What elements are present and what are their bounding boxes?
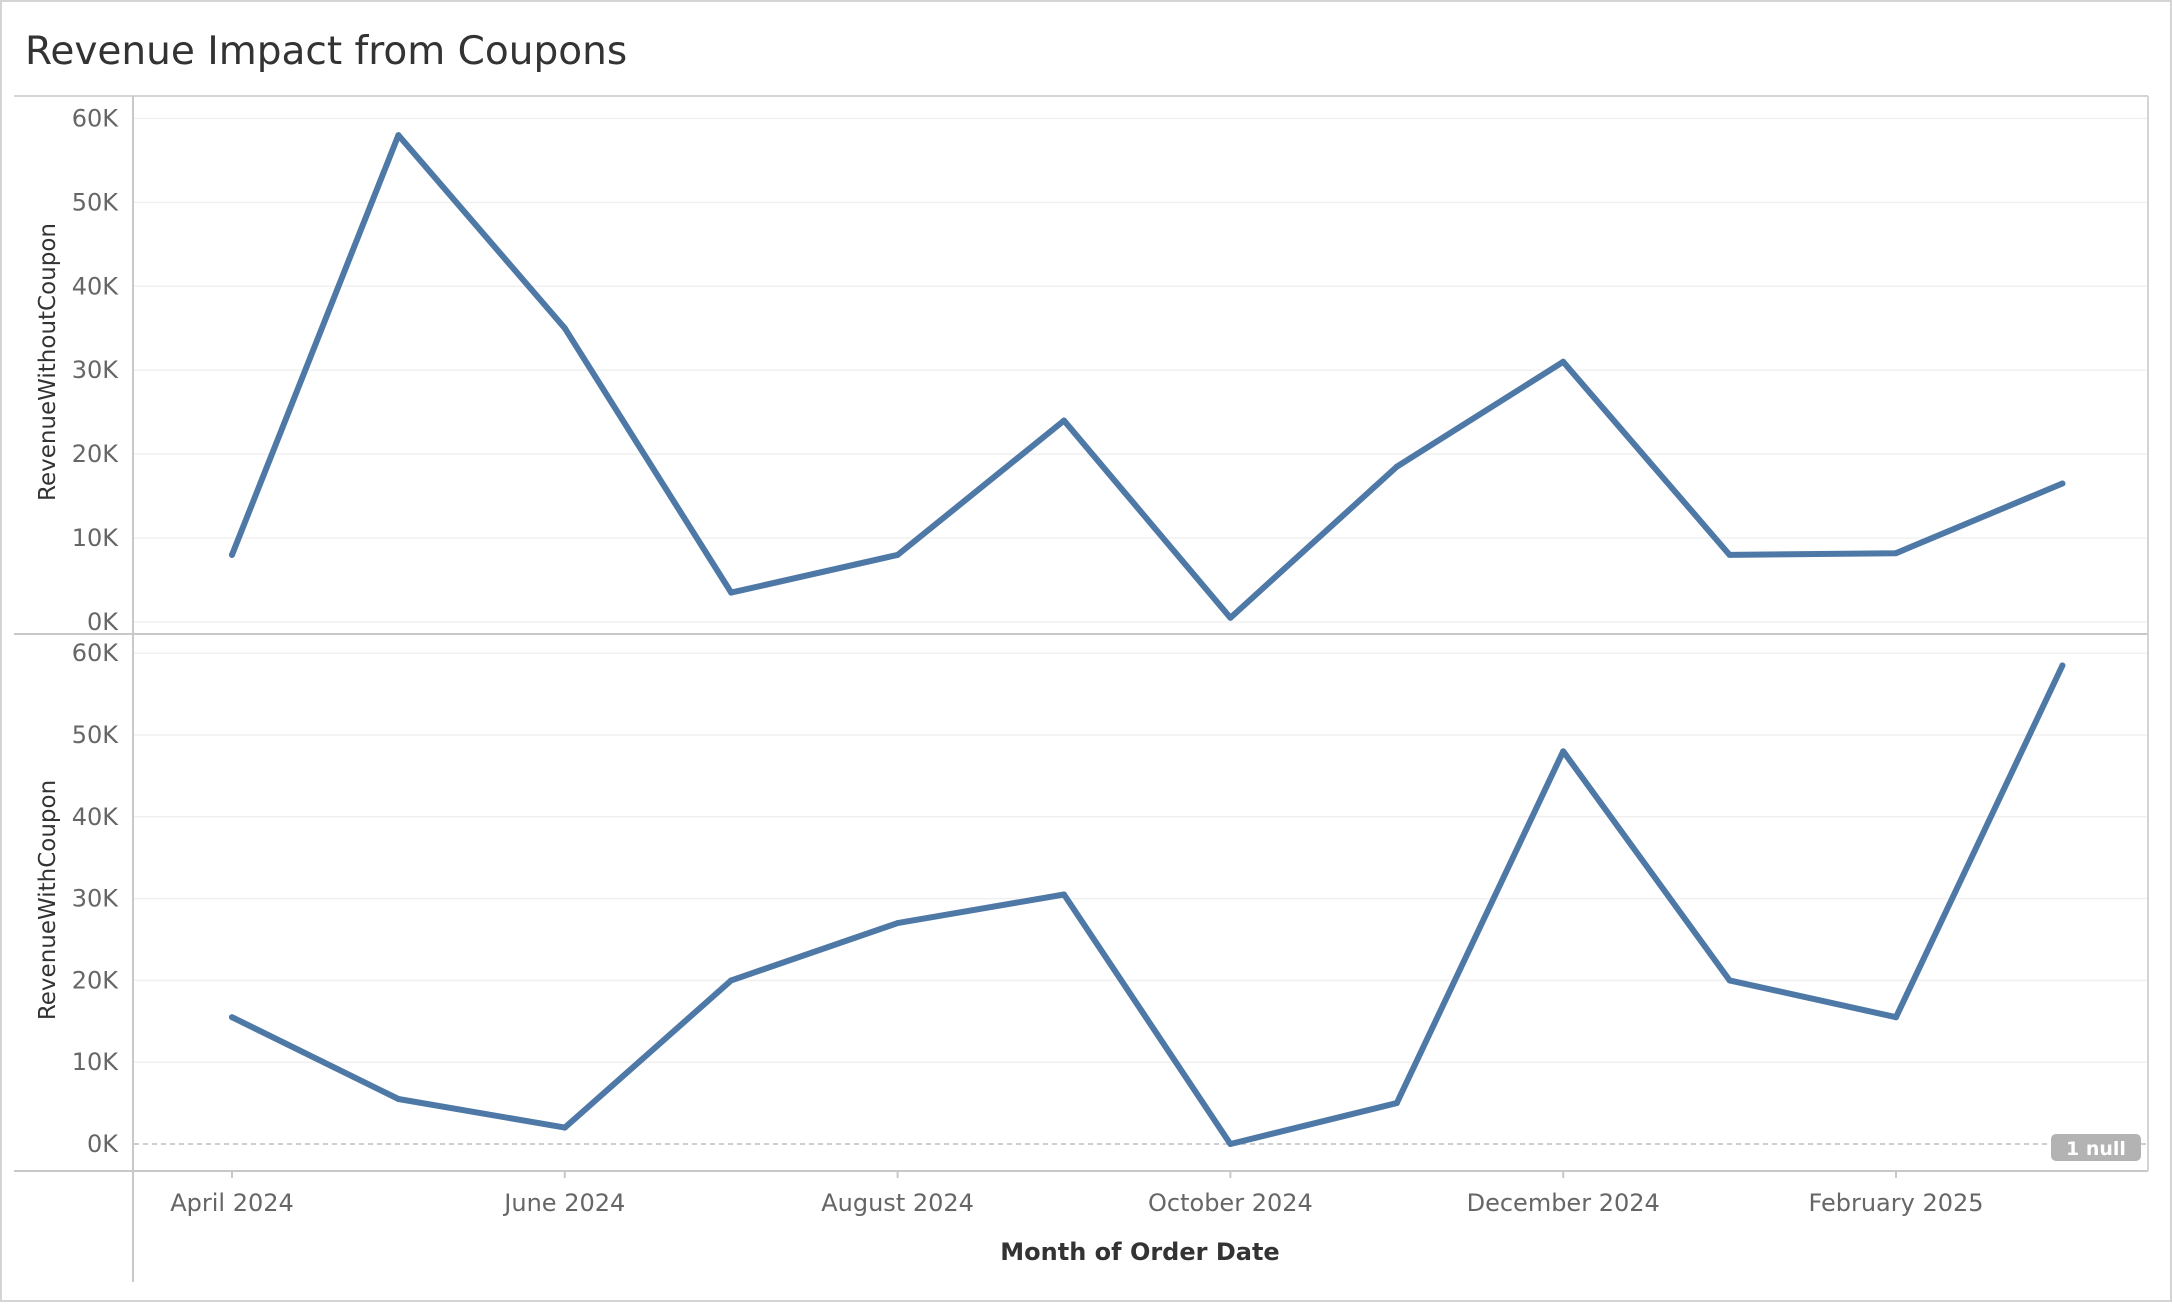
data-point[interactable] — [1726, 977, 1733, 984]
null-badge-label: 1 null — [2066, 1138, 2126, 1160]
data-point[interactable] — [1061, 417, 1067, 424]
y-tick-label: 0K — [87, 608, 119, 636]
null-indicator[interactable]: 1 null — [2051, 1134, 2141, 1161]
data-point[interactable] — [728, 977, 735, 984]
data-point[interactable] — [229, 551, 235, 558]
pane-revenue-without-coupon: 0K 10K 20K 30K 40K 50K 60K RevenueWithoutCoupon — [35, 104, 2147, 636]
series-line-revenuewithoutcoupon[interactable] — [229, 132, 2066, 621]
null-badge[interactable] — [2051, 1134, 2141, 1161]
data-point[interactable] — [1227, 1141, 1234, 1147]
data-point[interactable] — [1560, 748, 1567, 755]
x-tick-label: April 2024 — [170, 1189, 294, 1217]
y-axis-title: RevenueWithCoupon — [35, 780, 61, 1020]
pane-revenue-with-coupon: 0K 10K 20K 30K 40K 50K 60K RevenueWithCoupon — [35, 639, 2147, 1158]
y-tick-label: 10K — [72, 1048, 120, 1076]
y-tick-label: 10K — [72, 524, 120, 552]
data-point[interactable] — [1893, 550, 1899, 557]
data-point[interactable] — [894, 920, 901, 927]
data-point[interactable] — [1393, 1100, 1400, 1107]
y-tick-label: 40K — [72, 272, 120, 300]
x-tick-label: August 2024 — [821, 1189, 974, 1217]
y-tick-label: 40K — [72, 803, 120, 831]
series-line-revenuewithcoupon[interactable] — [229, 662, 2066, 1147]
data-point[interactable] — [894, 551, 901, 558]
data-point[interactable] — [1227, 614, 1234, 621]
data-point[interactable] — [1061, 891, 1067, 898]
data-point[interactable] — [1893, 1014, 1899, 1021]
data-point[interactable] — [395, 132, 402, 139]
data-point[interactable] — [1393, 463, 1400, 470]
x-tick-label: June 2024 — [502, 1189, 625, 1217]
y-tick-label: 50K — [72, 188, 120, 216]
data-point[interactable] — [1560, 358, 1567, 365]
x-tick-label: December 2024 — [1467, 1189, 1660, 1217]
x-axis: April 2024 June 2024 August 2024 October 20… — [170, 1171, 1984, 1217]
y-axis-title: RevenueWithoutCoupon — [35, 223, 61, 501]
x-axis-title: Month of Order Date — [1000, 1238, 1279, 1266]
y-tick-label: 30K — [72, 356, 120, 384]
data-point[interactable] — [395, 1096, 402, 1103]
y-tick-label: 50K — [72, 721, 120, 749]
data-point[interactable] — [728, 589, 735, 596]
y-tick-label: 60K — [72, 104, 120, 132]
data-point[interactable] — [2059, 480, 2066, 487]
y-tick-label: 0K — [87, 1130, 119, 1158]
y-tick-label: 60K — [72, 639, 120, 667]
chart-title: Revenue Impact from Coupons — [25, 29, 627, 74]
data-point[interactable] — [229, 1014, 235, 1021]
y-tick-label: 30K — [72, 885, 120, 913]
data-point[interactable] — [561, 325, 568, 332]
data-point[interactable] — [561, 1124, 568, 1131]
data-point[interactable] — [2059, 662, 2066, 669]
data-point[interactable] — [1726, 551, 1733, 558]
x-tick-label: October 2024 — [1148, 1189, 1313, 1217]
x-tick-label: February 2025 — [1808, 1189, 1983, 1217]
y-tick-label: 20K — [72, 966, 120, 994]
y-tick-label: 20K — [72, 440, 120, 468]
